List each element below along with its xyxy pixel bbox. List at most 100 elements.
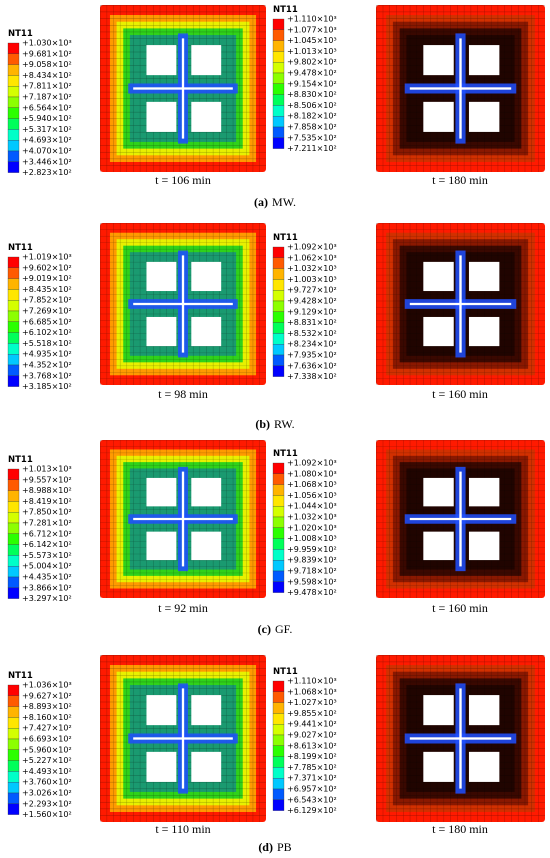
legend-label: +1.008×10³	[287, 534, 337, 543]
legend-swatch	[7, 161, 20, 173]
legend-label: +3.768×10²	[22, 371, 72, 380]
legend-swatch	[272, 734, 285, 746]
legend-swatch	[7, 86, 20, 98]
legend-label: +9.027×10²	[287, 731, 337, 740]
legend-swatch	[272, 300, 285, 312]
legend-swatch	[7, 107, 20, 119]
opening	[146, 531, 177, 561]
contour-plot	[376, 223, 545, 385]
legend-label: +1.020×10³	[287, 523, 337, 532]
legend-label: +9.681×10²	[22, 49, 72, 58]
legend-label: +9.718×10²	[287, 567, 337, 576]
caption: (a) MW.	[254, 195, 296, 209]
opening	[468, 477, 500, 507]
legend-swatch	[272, 18, 285, 30]
time-label: t = 98 min	[158, 387, 208, 401]
legend-label: +9.478×10²	[287, 588, 337, 597]
legend-swatch	[7, 343, 20, 355]
legend-label: +7.935×10²	[287, 351, 337, 360]
legend-swatch	[7, 332, 20, 344]
time-label: t = 160 min	[432, 601, 488, 615]
legend-swatch	[272, 62, 285, 74]
legend-swatch	[272, 581, 285, 593]
legend-label: +4.435×10²	[22, 573, 72, 582]
caption: (c) GF.	[258, 622, 293, 636]
legend-swatch	[272, 51, 285, 63]
legend-swatch	[272, 344, 285, 356]
time-label: t = 160 min	[432, 387, 488, 401]
legend-label: +9.802×10²	[287, 58, 337, 67]
legend-label: +8.435×10²	[22, 285, 72, 294]
legend-swatch	[7, 53, 20, 65]
legend-swatch	[7, 300, 20, 312]
legend-swatch	[7, 354, 20, 366]
legend-label: +8.434×10²	[22, 71, 72, 80]
contour-plot	[100, 5, 266, 172]
legend-label: +9.129×10²	[287, 307, 337, 316]
legend-label: +1.110×10³	[287, 15, 337, 24]
gap	[459, 688, 462, 789]
legend-swatch	[7, 75, 20, 87]
legend-label: +8.831×10²	[287, 318, 337, 327]
legend-swatch	[272, 116, 285, 128]
legend-label: +9.441×10²	[287, 720, 337, 729]
legend-label: +5.227×10²	[22, 756, 72, 765]
opening	[423, 101, 454, 132]
legend-swatch	[272, 462, 285, 474]
legend-swatch	[272, 83, 285, 95]
opening	[423, 695, 454, 726]
legend-swatch	[272, 354, 285, 366]
opening	[468, 531, 500, 561]
opening	[146, 261, 177, 292]
legend-label: +6.129×10²	[287, 806, 337, 815]
legend-label: +7.281×10²	[22, 519, 72, 528]
legend-label: +2.293×10²	[22, 799, 72, 808]
legend-swatch	[7, 256, 20, 268]
caption-label: (b)	[255, 417, 270, 431]
legend-label: +7.811×10²	[22, 82, 72, 91]
legend-swatch	[272, 570, 285, 582]
legend-label: +2.823×10²	[22, 168, 72, 177]
opening	[191, 261, 222, 292]
legend-title: NT11	[273, 667, 298, 677]
opening	[423, 477, 454, 507]
time-label: t = 110 min	[155, 822, 210, 836]
legend-swatch	[272, 365, 285, 377]
legend-swatch	[272, 246, 285, 258]
opening	[468, 316, 500, 347]
caption: (d) PB	[258, 840, 291, 854]
gap	[181, 38, 185, 139]
opening	[423, 531, 454, 561]
legend-swatch	[7, 803, 20, 815]
legend-swatch	[7, 479, 20, 491]
opening	[468, 45, 500, 76]
caption-text: RW.	[274, 417, 295, 431]
legend-label: +7.187×10²	[22, 93, 72, 102]
legend-title: NT11	[8, 455, 33, 465]
legend-swatch	[7, 566, 20, 578]
legend-swatch	[7, 782, 20, 794]
legend-swatch	[272, 702, 285, 714]
legend-label: +8.830×10²	[287, 90, 337, 99]
legend-label: +7.850×10²	[22, 508, 72, 517]
legend-label: +8.613×10²	[287, 741, 337, 750]
legend-title: NT11	[273, 5, 298, 15]
legend-label: +6.712×10²	[22, 529, 72, 538]
legend-swatch	[7, 150, 20, 162]
opening	[423, 751, 454, 782]
legend-label: +4.070×10²	[22, 147, 72, 156]
legend-label: +3.185×10²	[22, 382, 72, 391]
legend-label: +1.013×10³	[287, 47, 337, 56]
opening	[191, 477, 222, 507]
legend-label: +7.371×10²	[287, 774, 337, 783]
legend-swatch	[272, 473, 285, 485]
legend-swatch	[7, 468, 20, 480]
legend-swatch	[272, 680, 285, 692]
legend-label: +9.598×10²	[287, 577, 337, 586]
legend-label: +5.940×10²	[22, 114, 72, 123]
legend-swatch	[272, 713, 285, 725]
legend-label: +4.493×10²	[22, 767, 72, 776]
legend-label: +8.199×10²	[287, 752, 337, 761]
legend-swatch	[272, 527, 285, 539]
